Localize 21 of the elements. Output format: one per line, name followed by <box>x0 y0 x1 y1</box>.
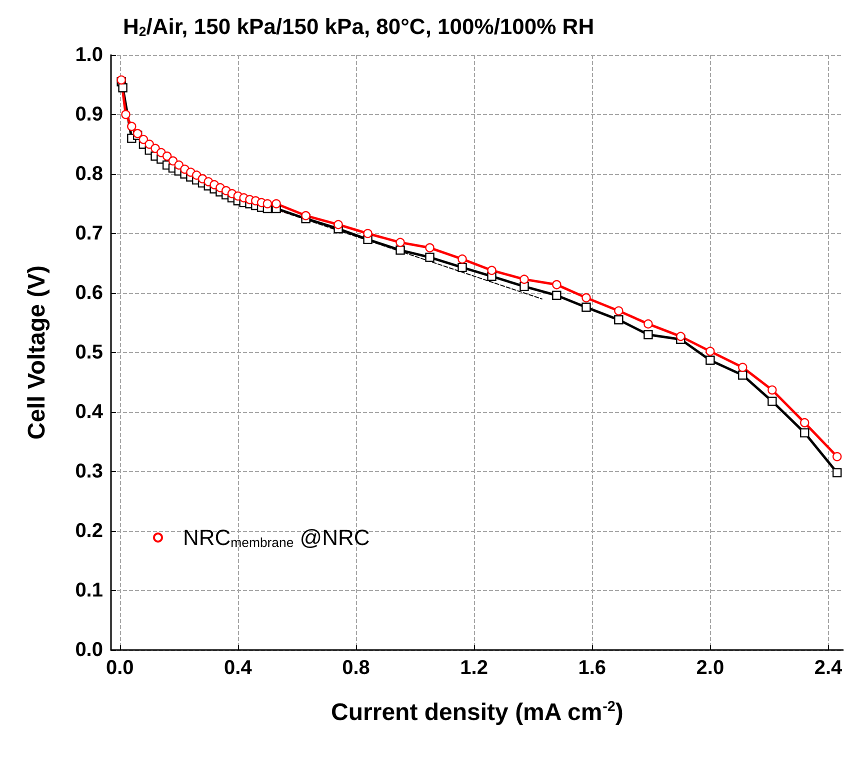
x-tick-label: 2.0 <box>696 657 724 679</box>
y-tick-label: 1.0 <box>75 44 103 66</box>
y-tick-label: 0.9 <box>75 104 103 126</box>
y-tick-label: 0.4 <box>75 401 104 423</box>
x-tick-label: 0.4 <box>224 657 253 679</box>
y-tick-label: 0.5 <box>75 342 103 364</box>
y-tick-label: 0.1 <box>75 580 103 602</box>
x-tick-label: 1.2 <box>460 657 488 679</box>
x-tick-label: 0.8 <box>342 657 370 679</box>
x-tick-label: 2.4 <box>814 657 844 679</box>
legend-label: NRCmembrane @NRC <box>183 525 370 550</box>
y-tick-label: 0.0 <box>75 639 103 661</box>
y-tick-label: 0.2 <box>75 520 103 542</box>
chart-title: H2/Air, 150 kPa/150 kPa, 80°C, 100%/100% RH <box>123 14 594 39</box>
x-tick-label: 1.6 <box>578 657 606 679</box>
y-tick-label: 0.7 <box>75 222 103 244</box>
y-tick-label: 0.8 <box>75 163 103 185</box>
y-tick-label: 0.3 <box>75 460 103 482</box>
y-tick-label: 0.6 <box>75 282 103 304</box>
y-axis-title: Cell Voltage (V) <box>24 265 50 440</box>
x-tick-label: 0.0 <box>106 657 134 679</box>
